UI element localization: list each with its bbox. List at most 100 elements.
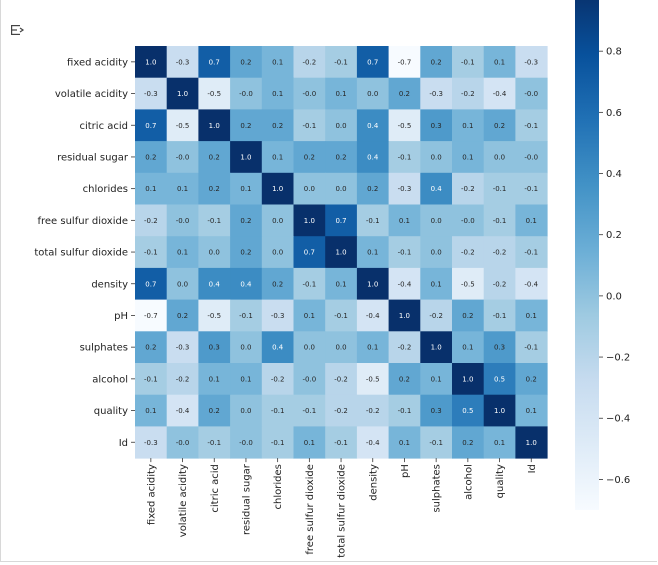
colorbar-tick-label: 0.6: [606, 108, 622, 119]
heatmap-cell: [356, 172, 390, 205]
cell-value-label: 0.0: [335, 122, 346, 130]
cell-value-label: -0.1: [524, 344, 538, 352]
heatmap-cell: [388, 236, 421, 269]
heatmap-cell: [356, 204, 390, 237]
heatmap-cell: [198, 236, 231, 269]
cell-value-label: -0.7: [144, 312, 158, 320]
heatmap-cell: [388, 172, 421, 205]
cell-value-label: 0.1: [272, 58, 283, 66]
heatmap-cell: [420, 46, 453, 79]
heatmap-cell: [325, 77, 358, 110]
cell-value-label: -0.1: [144, 375, 158, 383]
heatmap-cell: [325, 331, 358, 364]
cell-value-label: 0.1: [335, 280, 346, 288]
heatmap-cell: [261, 46, 294, 79]
cell-value-label: 0.2: [462, 312, 473, 320]
cell-value-label: -0.4: [493, 90, 507, 98]
cell-value-label: 0.0: [272, 217, 283, 225]
cell-value-label: 0.3: [209, 344, 220, 352]
heatmap-cell: [198, 299, 231, 332]
heatmap-cell: [483, 426, 516, 459]
cell-value-label: -0.1: [144, 249, 158, 257]
row-label: sulphates: [80, 343, 128, 354]
cell-value-label: -0.2: [366, 407, 380, 415]
column-label: density: [368, 464, 379, 501]
column-label: fixed acidity: [146, 464, 157, 525]
cell-value-label: 0.1: [240, 185, 251, 193]
output-toggle-icon[interactable]: [9, 22, 25, 38]
heatmap-cell: [230, 77, 263, 110]
cell-value-label: -0.4: [366, 439, 380, 447]
heatmap-cell: [198, 172, 231, 205]
heatmap-cell: [325, 363, 358, 396]
heatmap-cell: [515, 363, 548, 396]
cell-value-label: -0.1: [303, 407, 317, 415]
cell-value-label: 0.1: [177, 249, 188, 257]
cell-value-label: 0.4: [209, 280, 221, 288]
cell-value-label: -0.4: [398, 280, 412, 288]
cell-value-label: 0.4: [431, 185, 443, 193]
heatmap-cell: [293, 426, 326, 459]
cell-value-label: -0.2: [144, 217, 158, 225]
heatmap-cell: [198, 141, 231, 174]
cell-value-label: 1.0: [145, 58, 156, 66]
cell-value-label: 0.0: [431, 249, 442, 257]
cell-value-label: -0.1: [398, 407, 412, 415]
heatmap-cell: [388, 426, 421, 459]
heatmap-cell: [356, 236, 390, 269]
heatmap-cell: [483, 172, 516, 205]
heatmap-cell: [515, 46, 548, 79]
cell-value-label: 0.1: [304, 439, 315, 447]
cell-value-label: -0.0: [176, 217, 190, 225]
cell-value-label: 1.0: [240, 153, 251, 161]
heatmap-cell: [515, 141, 548, 174]
row-label: alcohol: [92, 374, 128, 385]
cell-value-label: -0.0: [461, 217, 475, 225]
cell-value-label: 0.2: [240, 58, 251, 66]
cell-value-label: 0.1: [526, 312, 537, 320]
cell-value-label: 0.1: [526, 217, 537, 225]
heatmap-cell: [483, 141, 516, 174]
heatmap-cell: [166, 236, 199, 269]
cell-value-label: -0.3: [144, 439, 158, 447]
heatmap-cell: [198, 204, 231, 237]
cell-value-label: 0.1: [367, 249, 378, 257]
column-label: pH: [400, 464, 411, 478]
cell-value-label: 0.1: [431, 375, 442, 383]
cell-value-label: 0.0: [431, 153, 442, 161]
cell-value-label: -0.2: [493, 249, 507, 257]
cell-value-label: -0.5: [398, 122, 412, 130]
row-labels: fixed acidity volatile acidity citric acid…: [34, 57, 135, 449]
heatmap-cell: [166, 331, 199, 364]
heatmap-cell: [198, 331, 231, 364]
cell-value-label: 0.4: [367, 153, 379, 161]
heatmap-cell: [135, 236, 168, 269]
heatmap-cell: [166, 426, 199, 459]
cell-value-label: -0.0: [176, 153, 190, 161]
cell-value-label: 0.3: [431, 122, 442, 130]
cell-value-label: 0.0: [272, 249, 283, 257]
cell-value-label: -0.4: [524, 280, 538, 288]
cell-value-label: 0.3: [494, 344, 505, 352]
cell-value-label: 0.2: [209, 185, 220, 193]
cell-value-label: -0.1: [524, 249, 538, 257]
cell-value-label: 0.2: [177, 312, 188, 320]
heatmap-cell: [388, 363, 421, 396]
cell-value-label: 0.0: [177, 280, 188, 288]
cell-value-label: -0.5: [461, 280, 475, 288]
heatmap-cell: [135, 109, 168, 142]
cell-value-label: -0.3: [176, 344, 190, 352]
cell-value-label: 1.0: [431, 344, 442, 352]
cell-value-label: 0.1: [272, 90, 283, 98]
cell-value-label: -0.2: [461, 249, 475, 257]
heatmap-cell: [515, 394, 548, 427]
heatmap-cell: [420, 141, 453, 174]
cell-value-label: -0.0: [303, 375, 317, 383]
colorbar-tick-label: 0.4: [606, 169, 622, 180]
cell-value-label: -0.1: [398, 153, 412, 161]
heatmap-cell: [452, 299, 485, 332]
cell-value-label: 0.1: [272, 153, 283, 161]
heatmap-cell: [325, 46, 358, 79]
row-label: density: [91, 279, 128, 290]
row-label: free sulfur dioxide: [37, 216, 128, 227]
